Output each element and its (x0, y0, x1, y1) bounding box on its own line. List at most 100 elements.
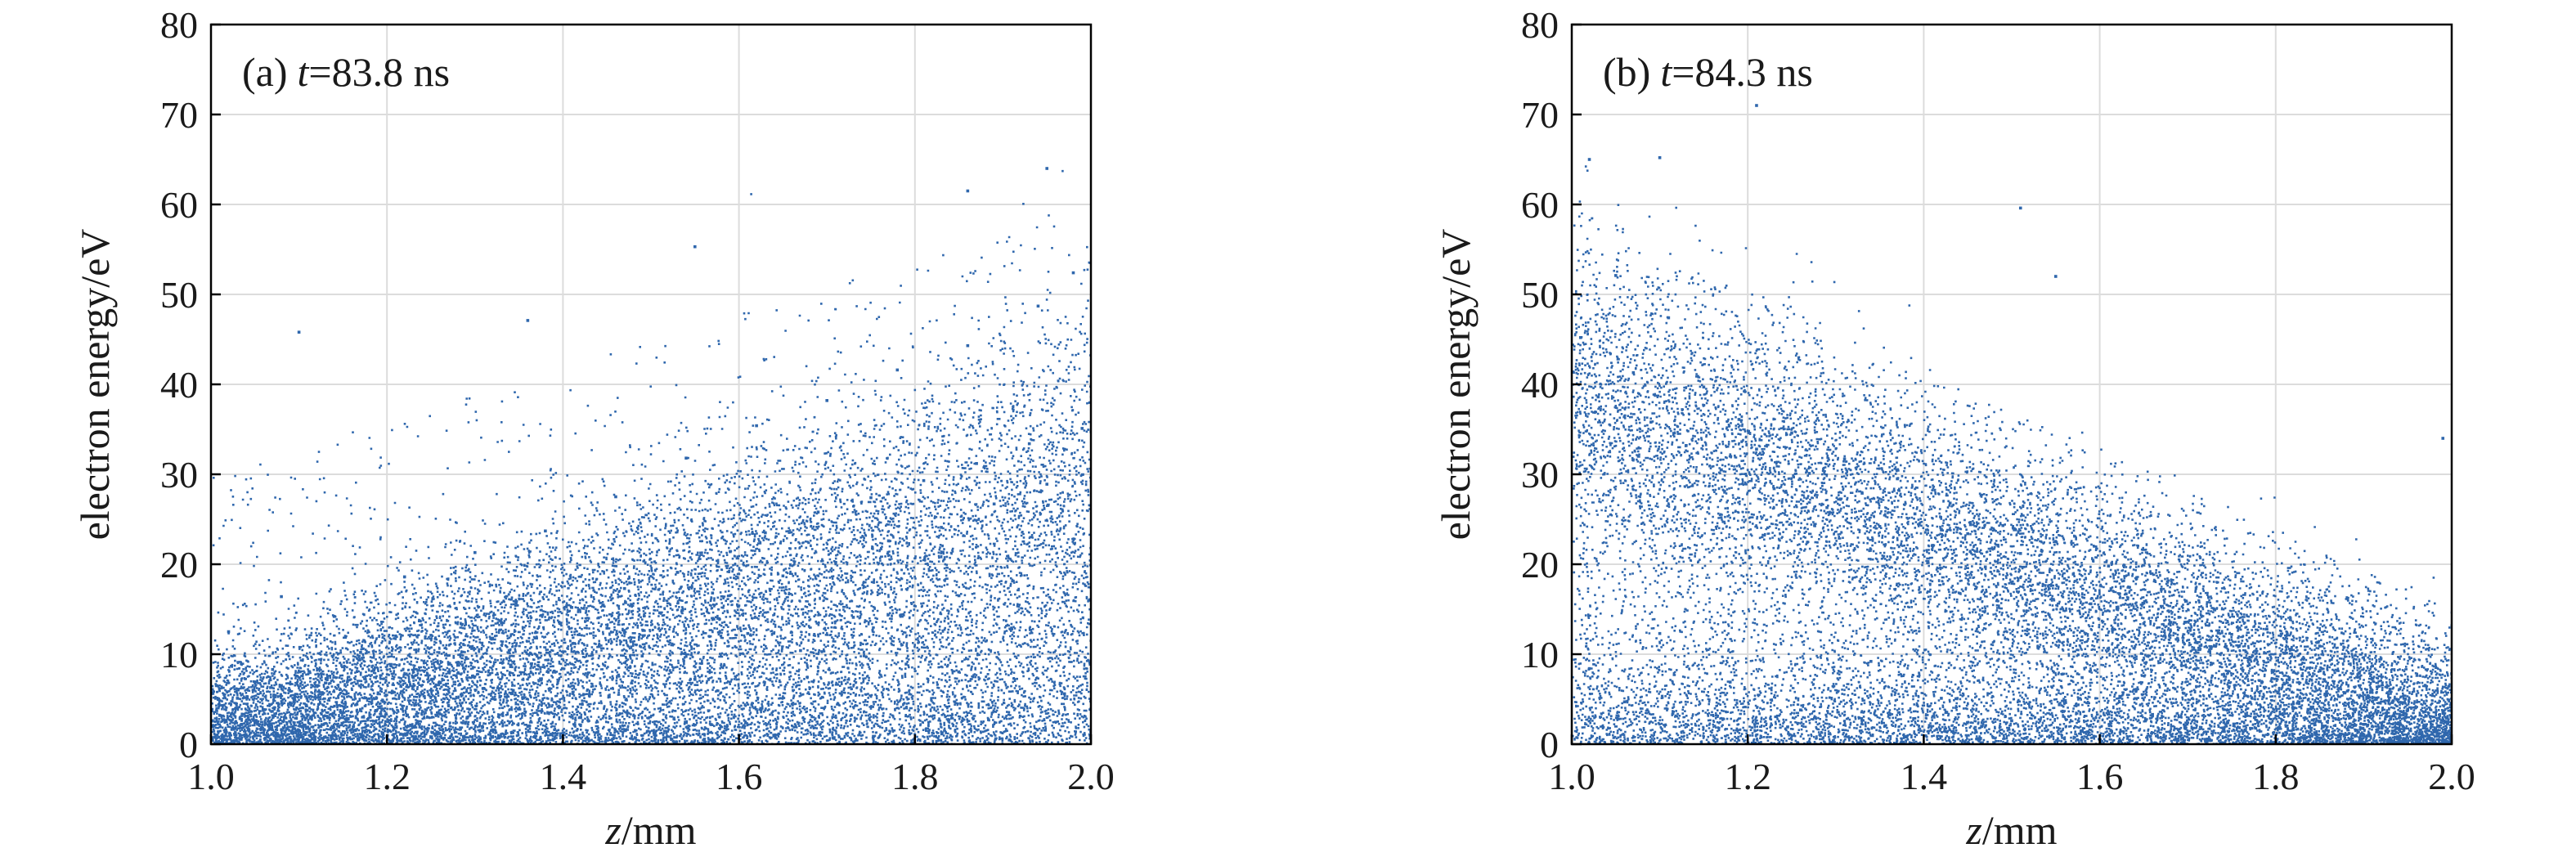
scatter-point (1587, 158, 1591, 161)
scatter-point (2107, 564, 2111, 568)
scatter-point (895, 368, 900, 372)
scatter-point (402, 575, 406, 579)
x-tick-label: 1.8 (891, 756, 939, 797)
scatter-point (1860, 491, 1864, 495)
scatter-point (1869, 660, 1873, 663)
scatter-point (2291, 702, 2296, 706)
scatter-cloud-path (211, 169, 1091, 744)
scatter-point (966, 343, 970, 348)
scatter-point (2318, 644, 2322, 648)
x-axis-label: z/mm (604, 807, 696, 853)
y-tick-label: 70 (160, 94, 198, 136)
scatter-point (834, 561, 837, 564)
panel-annotation: (b) t=84.3 ns (1603, 49, 1813, 95)
scatter-point (2036, 582, 2040, 586)
scatter-point (764, 531, 767, 535)
scatter-point (1720, 468, 1723, 472)
scatter-point (332, 615, 336, 618)
scatter-point (1842, 457, 1847, 461)
scatter-point (922, 478, 926, 482)
scatter-point (280, 595, 283, 599)
scatter-point (966, 189, 970, 193)
scatter-point (376, 691, 380, 695)
scatter-point (1658, 631, 1662, 635)
scatter-point (657, 611, 662, 615)
y-tick-label: 10 (1521, 634, 1559, 675)
scatter-point (684, 456, 688, 460)
scatter-point (526, 319, 530, 322)
scatter-point (755, 424, 758, 428)
scatter-point (1755, 447, 1758, 451)
scatter-point (359, 651, 362, 654)
scatter-point (500, 621, 503, 625)
scatter-point (464, 656, 468, 660)
scatter-point (2441, 437, 2445, 440)
y-tick-label: 0 (1540, 724, 1559, 765)
y-tick-label: 20 (1521, 544, 1559, 586)
scatter-point (2195, 640, 2198, 644)
scatter-point (2151, 712, 2154, 716)
scatter-point (693, 678, 697, 681)
scatter-point (2125, 592, 2128, 596)
scatter-point (1913, 512, 1917, 516)
scatter-point (2001, 523, 2005, 527)
scatter-point (1966, 532, 1969, 536)
panel-time-value: =83.8 ns (308, 49, 450, 95)
scatter-point (254, 720, 257, 725)
x-axis-label: z/mm (1965, 807, 2057, 853)
panel-b: 1.0 1.2 1.4 1.6 1.8 2.0 0 10 20 30 40 50 60 70 80 z/mm e… (1433, 4, 2475, 853)
x-tick-label: 2.0 (1067, 756, 1115, 797)
gridlines (1572, 25, 2452, 744)
scatter-point (271, 667, 275, 671)
scatter-point (1649, 420, 1653, 424)
scatter-point (1798, 708, 1802, 711)
scatter-point (236, 697, 240, 700)
panel-time-variable: t (298, 49, 310, 95)
scatter-density-cloud (211, 169, 1091, 744)
scatter-point (1702, 385, 1706, 389)
scatter-point (429, 634, 433, 637)
x-axis-label-variable: z (604, 807, 621, 853)
y-tick-label: 50 (1521, 274, 1559, 316)
scatter-point (1587, 666, 1591, 671)
x-tick-label: 1.0 (187, 756, 235, 797)
scatter-point (394, 717, 397, 720)
scatter-point (2221, 726, 2225, 729)
scatter-point (799, 648, 802, 653)
scatter-points (218, 167, 1084, 738)
panel-time-value: =84.3 ns (1672, 49, 1813, 95)
scatter-point (2177, 616, 2181, 619)
scatter-point (1667, 316, 1671, 320)
x-tick-label: 1.8 (2252, 756, 2300, 797)
panel-a: 1.0 1.2 1.4 1.6 1.8 2.0 0 10 20 30 40 50 60 70 80 z/mm e… (72, 4, 1115, 853)
scatter-point (781, 574, 785, 578)
scatter-point (1755, 104, 1758, 107)
scatter-point (2089, 602, 2093, 606)
scatter-point (1896, 477, 1899, 481)
x-axis-label-variable: z (1965, 807, 1981, 853)
scatter-point (341, 711, 345, 715)
scatter-point (614, 495, 617, 499)
scatter-point (869, 496, 873, 500)
scatter-point (746, 631, 750, 635)
scatter-point (1080, 427, 1084, 430)
scatter-point (517, 707, 521, 711)
scatter-point (851, 616, 855, 619)
scatter-point (1045, 167, 1048, 170)
x-tick-label: 1.6 (2076, 756, 2124, 797)
scatter-point (1658, 156, 1662, 159)
scatter-point (825, 399, 828, 402)
scatter-point (2423, 684, 2427, 688)
scatter-point (1728, 680, 1732, 684)
panel-annotation: (a) t=83.8 ns (242, 49, 450, 95)
scatter-point (2353, 690, 2357, 693)
scatter-point (816, 510, 820, 514)
y-tick-label: 40 (160, 364, 198, 406)
scatter-point (992, 502, 996, 506)
scatter-point (1045, 482, 1048, 486)
x-tick-label: 1.4 (1901, 756, 1948, 797)
scatter-point (1940, 697, 1943, 700)
scatter-point (1622, 700, 1627, 704)
scatter-point (2160, 588, 2163, 591)
scatter-point (1010, 627, 1013, 630)
